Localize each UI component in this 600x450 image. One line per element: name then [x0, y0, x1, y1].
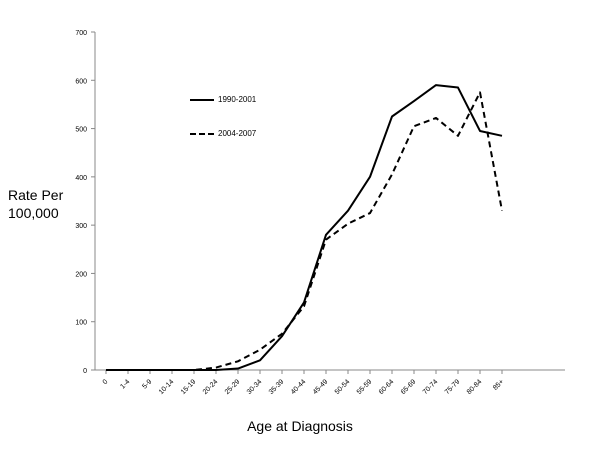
legend-dashed-line	[190, 132, 214, 135]
x-tick-label: 30-34	[246, 378, 264, 396]
x-tick-label: 45-49	[312, 378, 330, 396]
y-tick-label: 700	[75, 30, 87, 37]
y-tick-label: 100	[75, 320, 87, 327]
y-axis-ticks: 0 100 200 300 400 500 600 700	[75, 30, 95, 375]
x-tick-label: 75-79	[444, 378, 462, 396]
x-tick-label: 65-69	[400, 378, 418, 396]
series-lines	[106, 84, 503, 371]
legend-solid-line	[190, 98, 214, 101]
legend-label-2004-2007: 2004-2007	[218, 129, 257, 138]
y-tick-label: 200	[75, 271, 87, 278]
y-tick-label: 0	[83, 368, 87, 375]
x-tick-label: 15-19	[180, 378, 198, 396]
x-tick-label: 35-39	[268, 378, 286, 396]
y-tick-label: 600	[75, 78, 87, 85]
x-axis-label: Age at Diagnosis	[247, 418, 353, 434]
x-tick-label: 25-29	[224, 378, 242, 396]
x-tick-label: 40-44	[290, 378, 308, 396]
x-tick-label: 0	[102, 378, 110, 386]
legend-label-1990-2001: 1990-2001	[218, 95, 257, 104]
series-line-1990-2001	[106, 84, 503, 371]
x-tick-label: 80-84	[466, 378, 484, 396]
x-tick-label: 5-9	[141, 378, 153, 390]
x-tick-label: 50-54	[334, 378, 352, 396]
x-tick-label: 20-24	[202, 378, 220, 396]
y-tick-label: 500	[75, 127, 87, 134]
x-tick-label: 10-14	[158, 378, 176, 396]
axes	[94, 32, 565, 371]
y-axis-label: Rate Per 100,000	[8, 186, 63, 222]
legend-item-2004-2007: 2004-2007	[190, 129, 256, 138]
series-line-2004-2007	[106, 91, 503, 371]
x-tick-label: 70-74	[422, 378, 440, 396]
y-tick-label: 300	[75, 223, 87, 230]
x-tick-label: 60-64	[378, 378, 396, 396]
x-tick-label: 55-59	[356, 378, 374, 396]
x-tick-label: 85+	[492, 378, 505, 391]
y-axis-label-line2: 100,000	[8, 205, 59, 221]
legend-item-1990-2001: 1990-2001	[190, 95, 256, 104]
y-axis-label-line1: Rate Per	[8, 187, 64, 203]
y-tick-label: 400	[75, 175, 87, 182]
x-tick-label: 1-4	[119, 378, 131, 390]
x-axis-ticks: 0 1-4 5-9 10-14 15-19 20-24 25-29 30-34 35-39 40-…	[102, 370, 505, 396]
